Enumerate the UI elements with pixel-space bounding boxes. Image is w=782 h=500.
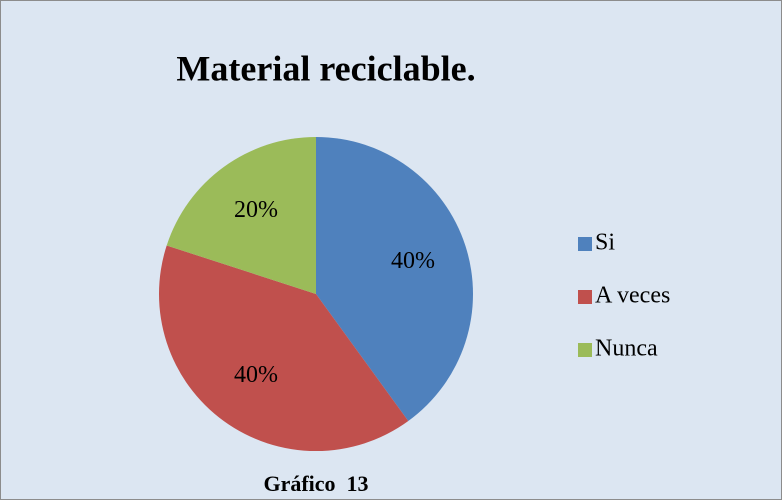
legend-label: A veces (595, 283, 670, 309)
data-label: 20% (234, 197, 278, 223)
legend-label: Si (595, 230, 615, 256)
chart-title: Material reciclable. (176, 48, 475, 88)
legend-label: Nunca (595, 336, 658, 362)
data-label: 40% (391, 248, 435, 274)
pie-slice (166, 137, 316, 294)
pie-slice (158, 245, 409, 452)
data-label: 40% (234, 362, 278, 388)
legend-swatch (578, 343, 592, 357)
legend-swatch (578, 290, 592, 304)
chart-caption: Gráfico 13 (263, 471, 368, 496)
legend-swatch (578, 237, 592, 251)
pie-slice (316, 137, 473, 422)
